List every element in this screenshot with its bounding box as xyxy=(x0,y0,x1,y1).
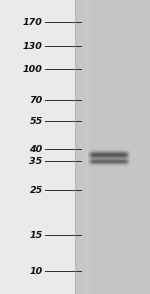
Text: 130: 130 xyxy=(23,42,43,51)
Text: 15: 15 xyxy=(30,231,43,240)
Text: 55: 55 xyxy=(30,117,43,126)
Text: 100: 100 xyxy=(23,65,43,74)
Text: 25: 25 xyxy=(30,186,43,195)
Text: 40: 40 xyxy=(30,145,43,154)
Text: 35: 35 xyxy=(30,157,43,166)
Text: 70: 70 xyxy=(30,96,43,105)
Text: 10: 10 xyxy=(30,267,43,275)
Text: 170: 170 xyxy=(23,18,43,27)
